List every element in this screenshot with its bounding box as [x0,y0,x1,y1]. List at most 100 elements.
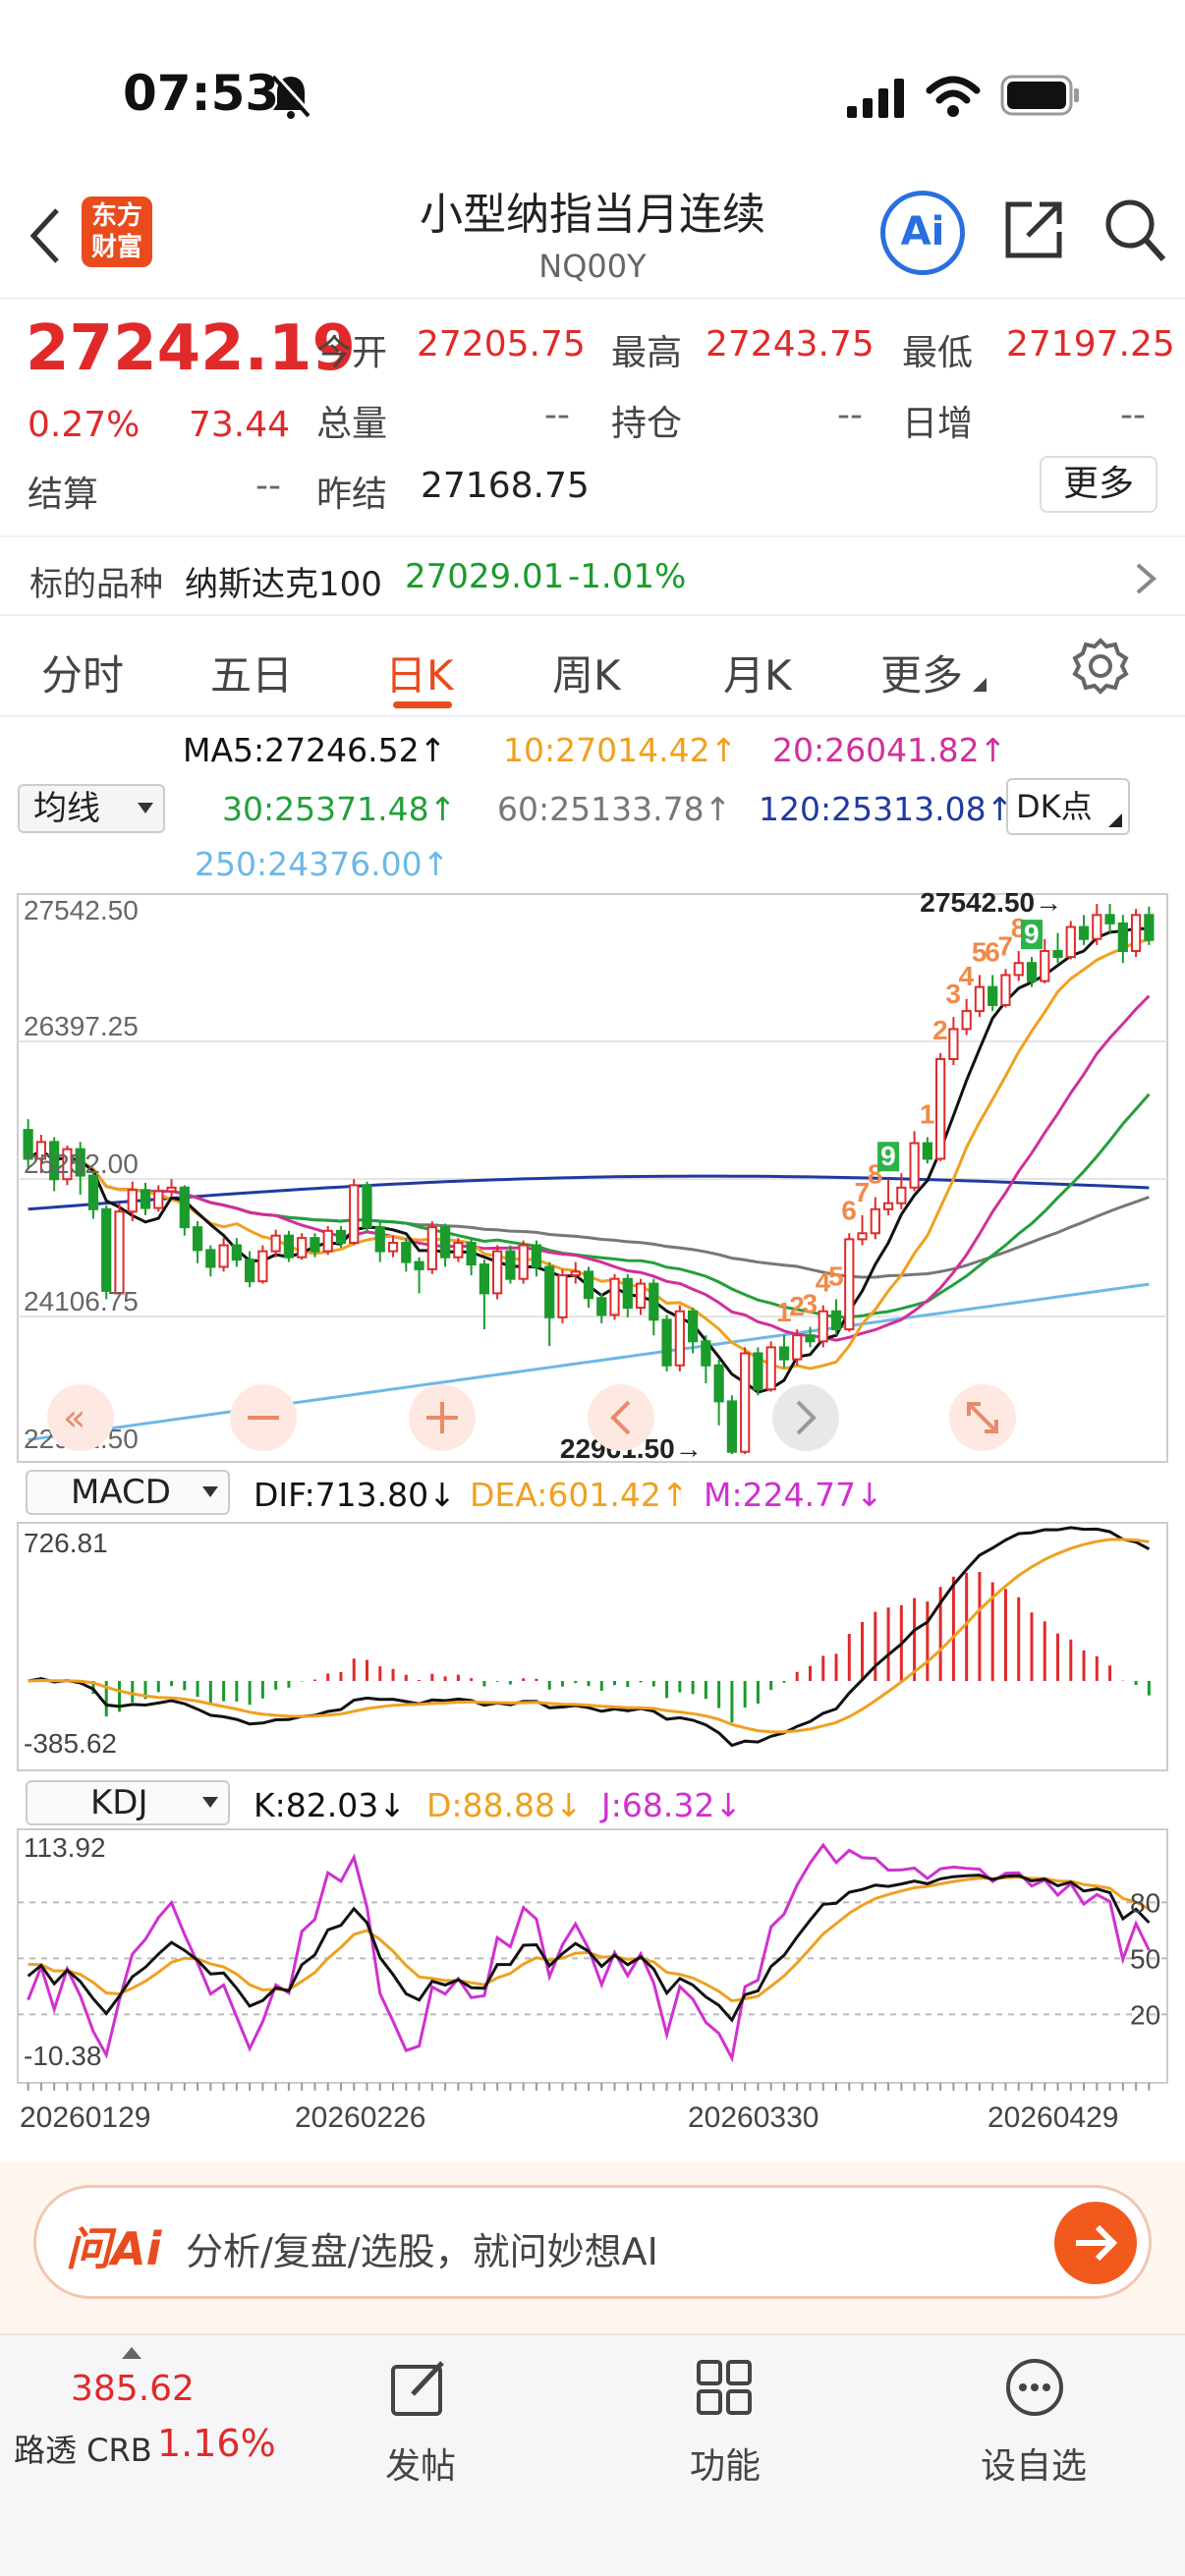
dk-point-button[interactable]: DK点 [1006,778,1130,835]
tab-intraday[interactable]: 分时 [41,651,125,700]
open-label: 今开 [316,333,388,373]
candle-body [1144,914,1155,941]
kdj-k-line [27,1874,1151,2023]
date-label: 20260330 [688,2101,818,2134]
share-icon[interactable] [1002,196,1067,261]
back-icon[interactable] [28,206,63,265]
candle-body [1040,949,1050,982]
nav-add-watchlist-label: 设自选 [981,2446,1088,2487]
tab-weekly-k[interactable]: 周K [552,651,621,700]
ai-bar: 问Ai 分析/复盘/选股，就问妙想AI [0,2161,1185,2333]
ma120-label: 120:25313.08↑ [759,790,1014,828]
tab-monthly-k[interactable]: 月K [723,651,792,700]
nav-post[interactable]: 发帖 [350,2349,487,2487]
candle-body [466,1242,477,1266]
settle-value: -- [255,466,281,506]
kdj-y-axis: 113.92 80 50 20 -10.38 [24,1832,1160,2071]
kdj-grid [18,1901,1167,2016]
ai-send-button[interactable] [1054,2202,1137,2284]
candle-body [1092,914,1102,940]
status-time: 07:53 [123,65,280,122]
tab-more[interactable]: 更多 [880,651,964,700]
candle-body [882,1202,894,1210]
candle-body [1000,974,1011,1006]
candle-body [283,1234,295,1259]
settings-icon[interactable] [1071,637,1130,696]
nav-add-watchlist[interactable]: 设自选 [961,2349,1108,2487]
candle-body [153,1190,164,1209]
td-count-label: 9 [1024,919,1040,949]
bell-muted-icon [271,73,312,119]
ai-input[interactable]: 问Ai 分析/复盘/选股，就问妙想AI [33,2185,1152,2299]
ma20-label: 20:26041.82↑ [772,731,1007,769]
kline-grid [18,1040,1167,1317]
underlying-row[interactable]: 标的品种 纳斯达克100 27029.01 -1.01% [0,535,1185,616]
td-count-label: 2 [789,1291,805,1321]
ai-button[interactable]: Ai [880,191,965,275]
candle-body [1013,962,1024,977]
candle-body [974,985,986,1013]
candle-body [765,1346,776,1391]
ma-selector[interactable]: 均线 [18,784,165,833]
underlying-name: 纳斯达克100 [185,565,382,604]
candle-body [935,1058,946,1160]
volume-value: -- [544,395,570,435]
open-value: 27205.75 [417,324,586,364]
macd-m-label: M:224.77↓ [704,1476,883,1514]
kdj-selector[interactable]: KDJ [26,1780,230,1825]
more-button[interactable]: 更多 [1040,456,1157,513]
volume-label: 总量 [316,404,388,444]
td-count-label: 5 [972,936,988,967]
td-count-label: 4 [816,1267,831,1298]
tab-daily-k[interactable]: 日K [385,651,454,700]
kline-y-tick: 25252.00 [24,1148,139,1179]
status-bar: 07:53 [0,0,1185,167]
kdj-lines [27,1842,1151,2063]
ma250-label: 250:24376.00↑ [195,845,450,883]
candle-body [778,1346,790,1361]
candle-body [1052,949,1063,959]
candle-body [570,1270,581,1277]
nav-functions[interactable]: 功能 [654,2349,792,2487]
underlying-label: 标的品种 [29,565,163,604]
scroll-right-icon[interactable] [772,1384,839,1451]
nav-ticker[interactable]: 385.62 路透 CRB 1.16% [0,2335,276,2483]
tab-five-day[interactable]: 五日 [210,651,294,700]
tab-more-caret-icon [973,678,987,692]
ticker-change: 1.16% [157,2422,276,2465]
candle-body [35,1141,47,1160]
candle-body [23,1129,33,1160]
header: 东方 财富 小型纳指当月连续 NQ00Y Ai [0,167,1185,300]
search-icon[interactable] [1102,196,1167,265]
candle-body [387,1242,399,1253]
candle-body [635,1282,647,1310]
ma60-label: 60:25133.78↑ [497,790,732,828]
high-label: 最高 [611,333,683,373]
candle-body [753,1352,763,1391]
candle-body [805,1334,816,1343]
underlying-price: 27029.01 [405,557,565,596]
candle-body [909,1142,920,1189]
macd-selector[interactable]: MACD [26,1470,230,1515]
td-count-label: 6 [985,936,1000,967]
more-dots-icon [1006,2359,1063,2416]
candle-body [479,1263,489,1295]
td-count-label: 6 [841,1195,857,1225]
kdj-y-tick: -10.38 [24,2041,101,2071]
scroll-left-fast-icon[interactable] [47,1384,114,1451]
battery-icon [1000,75,1079,116]
edit-icon [391,2361,444,2416]
macd-lines [28,1526,1151,1748]
td-count-label: 7 [855,1177,871,1207]
td-count-label: 2 [932,1015,948,1045]
candle-body [270,1234,281,1253]
candle-body [988,985,998,1006]
scroll-left-icon[interactable] [588,1384,654,1451]
ticker-name: 路透 CRB [14,2432,152,2469]
candle-body [961,1010,972,1031]
last-price: 27242.19 [26,312,357,385]
candle-body [335,1229,347,1245]
bottom-nav: 385.62 路透 CRB 1.16% 发帖 功能 设自选 [0,2333,1185,2576]
oi-label: 持仓 [611,404,683,444]
